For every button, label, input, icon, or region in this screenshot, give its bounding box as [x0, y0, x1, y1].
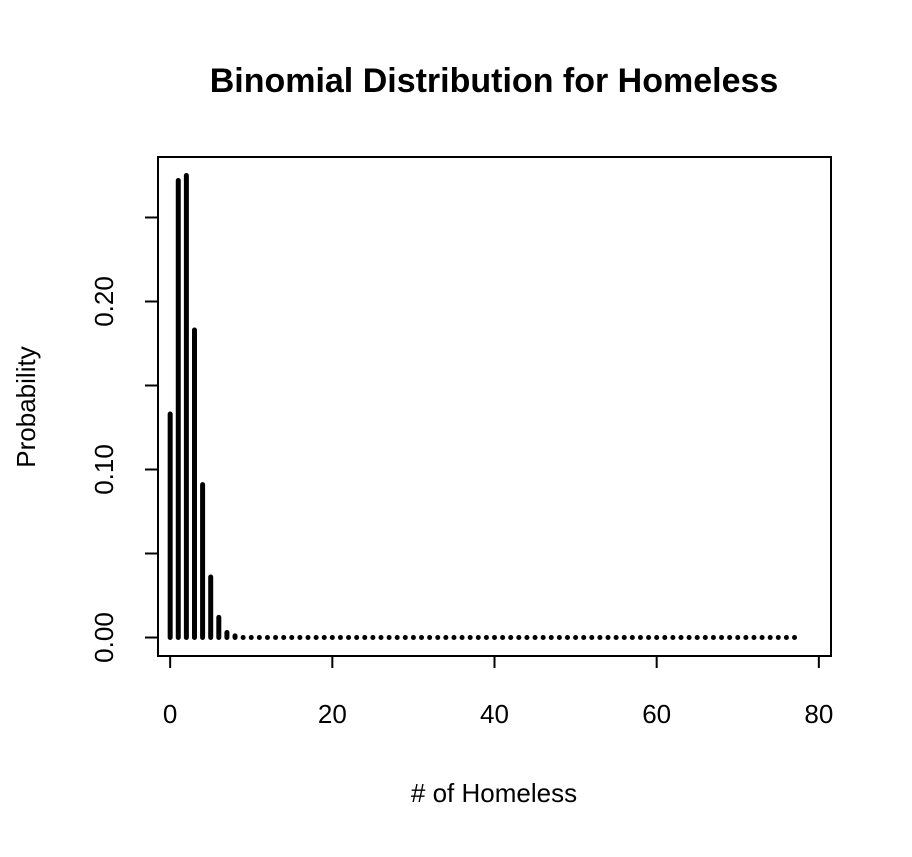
x-tick-label: 60 — [642, 699, 671, 729]
bars-group — [167, 172, 798, 641]
x-tick-label: 40 — [480, 699, 509, 729]
x-axis: 0 20 40 60 80 — [163, 655, 833, 729]
chart-title: Binomial Distribution for Homeless — [210, 62, 779, 100]
x-axis-label: # of Homeless — [411, 778, 577, 808]
x-tick-label: 0 — [163, 699, 177, 729]
x-tick-label: 80 — [804, 699, 833, 729]
y-axis: 0.00 0.10 0.20 — [89, 216, 159, 663]
y-tick-label: 0.10 — [89, 444, 119, 495]
y-tick-label: 0.20 — [89, 276, 119, 327]
x-tick-label: 20 — [318, 699, 347, 729]
y-axis-label: Probability — [11, 346, 41, 467]
plot-area-border — [157, 156, 832, 657]
y-tick-label: 0.00 — [89, 612, 119, 663]
